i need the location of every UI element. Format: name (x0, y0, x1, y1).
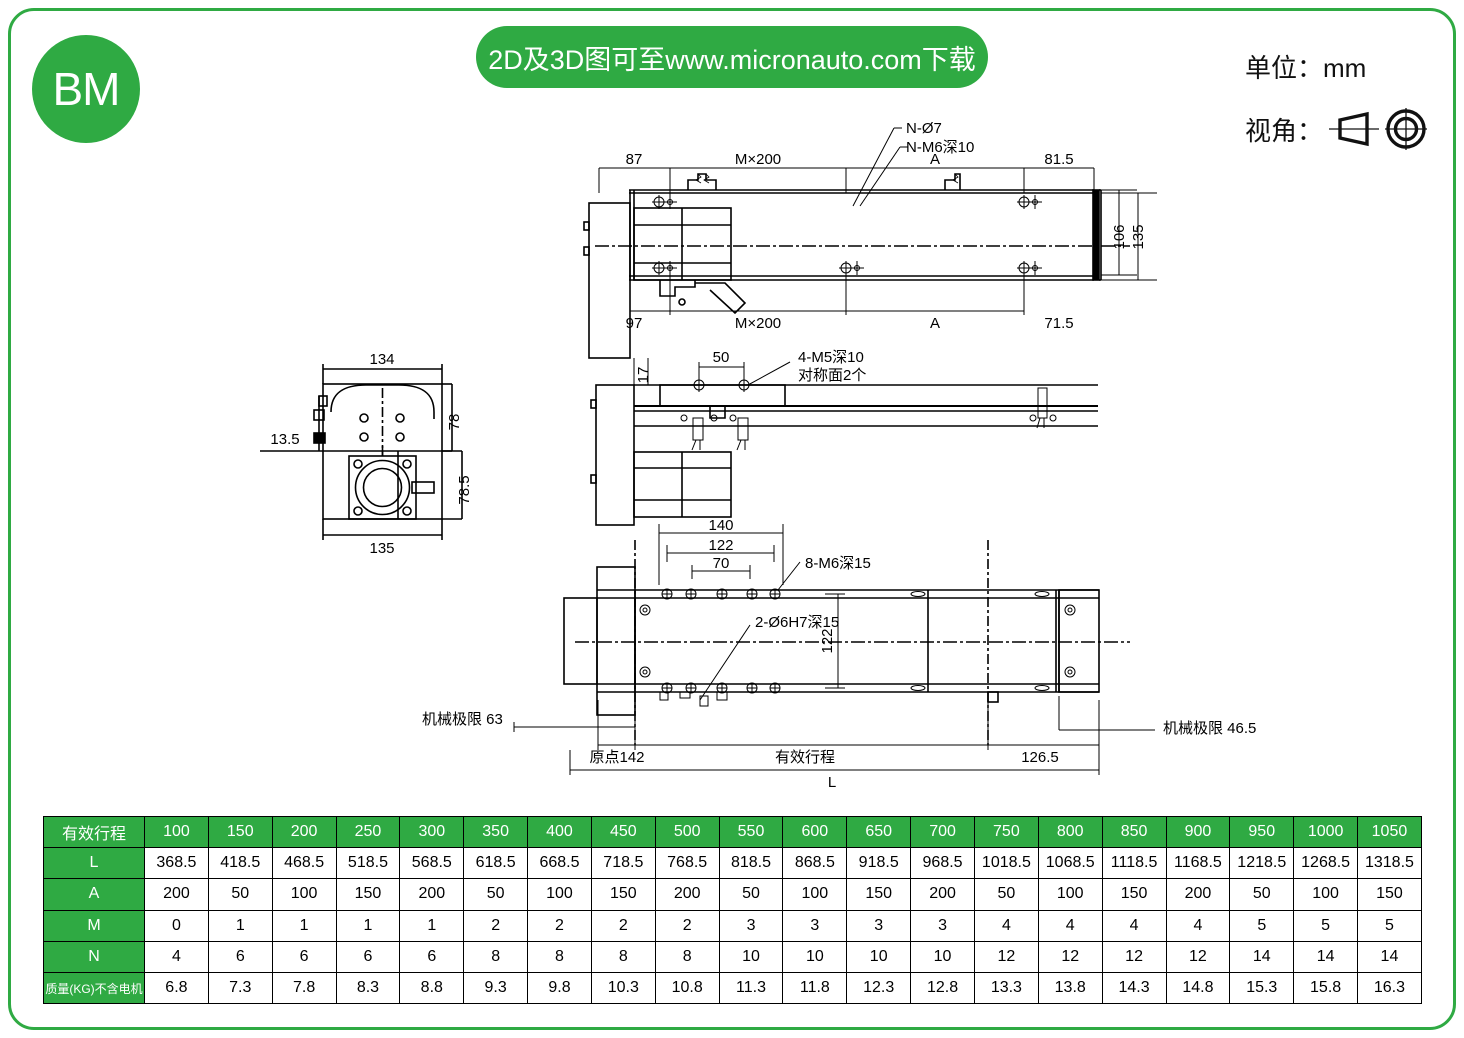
svg-text:122: 122 (819, 628, 836, 653)
svg-text:8-M6深15: 8-M6深15 (805, 555, 871, 572)
svg-text:126.5: 126.5 (1021, 749, 1059, 766)
svg-text:135: 135 (369, 540, 394, 557)
svg-text:2-Ø6H7深15: 2-Ø6H7深15 (755, 614, 839, 631)
svg-text:A: A (930, 151, 940, 168)
svg-text:135: 135 (1130, 224, 1147, 249)
svg-text:M×200: M×200 (735, 151, 781, 168)
svg-text:70: 70 (713, 555, 730, 572)
svg-text:97: 97 (626, 315, 643, 332)
svg-text:N-M6深10: N-M6深10 (906, 139, 974, 156)
svg-text:A: A (930, 315, 940, 332)
svg-text:原点142: 原点142 (589, 749, 644, 766)
svg-text:L: L (828, 774, 836, 791)
svg-text:106: 106 (1111, 224, 1128, 249)
svg-text:50: 50 (713, 349, 730, 366)
svg-text:机械极限 63: 机械极限 63 (422, 711, 503, 728)
svg-text:对称面2个: 对称面2个 (798, 367, 866, 384)
svg-text:4-M5深10: 4-M5深10 (798, 349, 864, 366)
svg-text:140: 140 (708, 517, 733, 534)
svg-text:78.5: 78.5 (456, 475, 473, 504)
svg-text:134: 134 (369, 351, 394, 368)
svg-text:13.5: 13.5 (270, 431, 299, 448)
svg-text:78: 78 (446, 414, 463, 431)
svg-text:M×200: M×200 (735, 315, 781, 332)
svg-text:机械极限 46.5: 机械极限 46.5 (1163, 720, 1256, 737)
svg-text:有效行程: 有效行程 (775, 749, 835, 766)
svg-text:N-Ø7: N-Ø7 (906, 120, 942, 137)
svg-text:17: 17 (635, 367, 652, 384)
svg-text:122: 122 (708, 537, 733, 554)
svg-text:71.5: 71.5 (1044, 315, 1073, 332)
svg-text:81.5: 81.5 (1044, 151, 1073, 168)
svg-text:87: 87 (626, 151, 643, 168)
